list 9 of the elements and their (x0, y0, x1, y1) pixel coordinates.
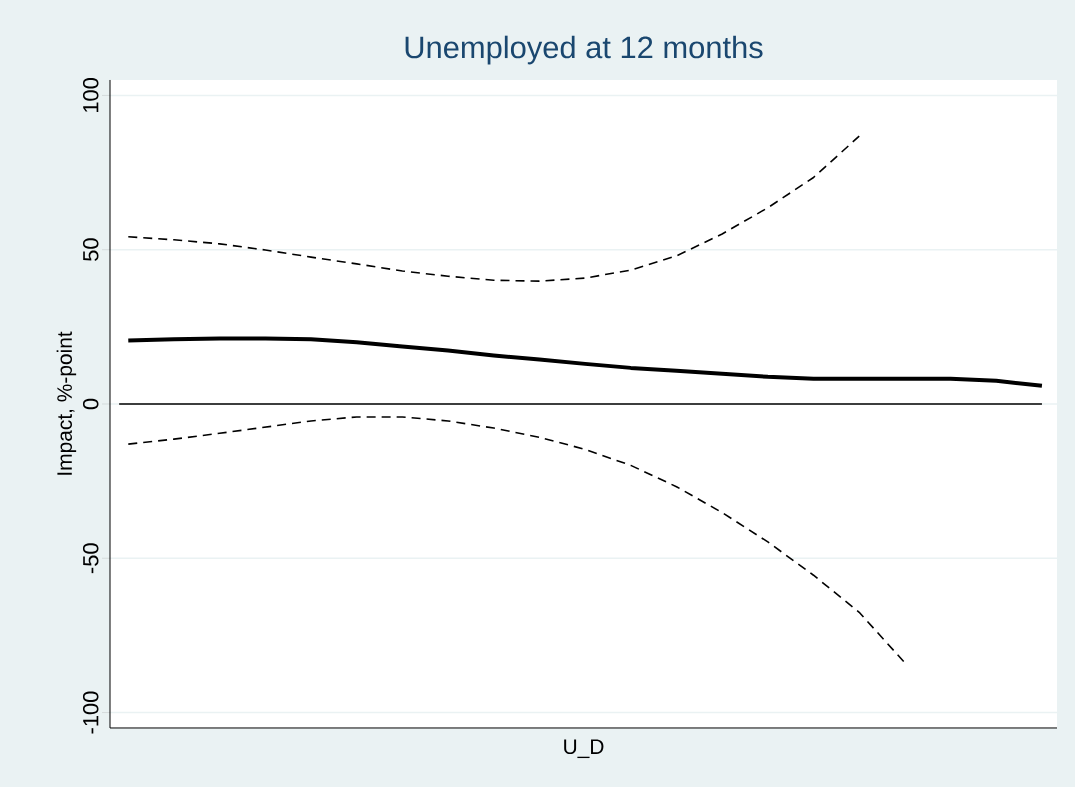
y-axis-title: Impact, %-point (56, 331, 77, 475)
line-series (127, 135, 861, 282)
y-tick-label: 100 (82, 78, 99, 113)
chart-title: Unemployed at 12 months (405, 35, 763, 65)
y-tick-label: 50 (82, 238, 99, 262)
y-tick-label: -100 (82, 691, 99, 734)
y-tick-label: -50 (82, 543, 99, 574)
y-tick-label: 0 (82, 398, 99, 410)
x-axis-title: U_D (564, 739, 604, 759)
